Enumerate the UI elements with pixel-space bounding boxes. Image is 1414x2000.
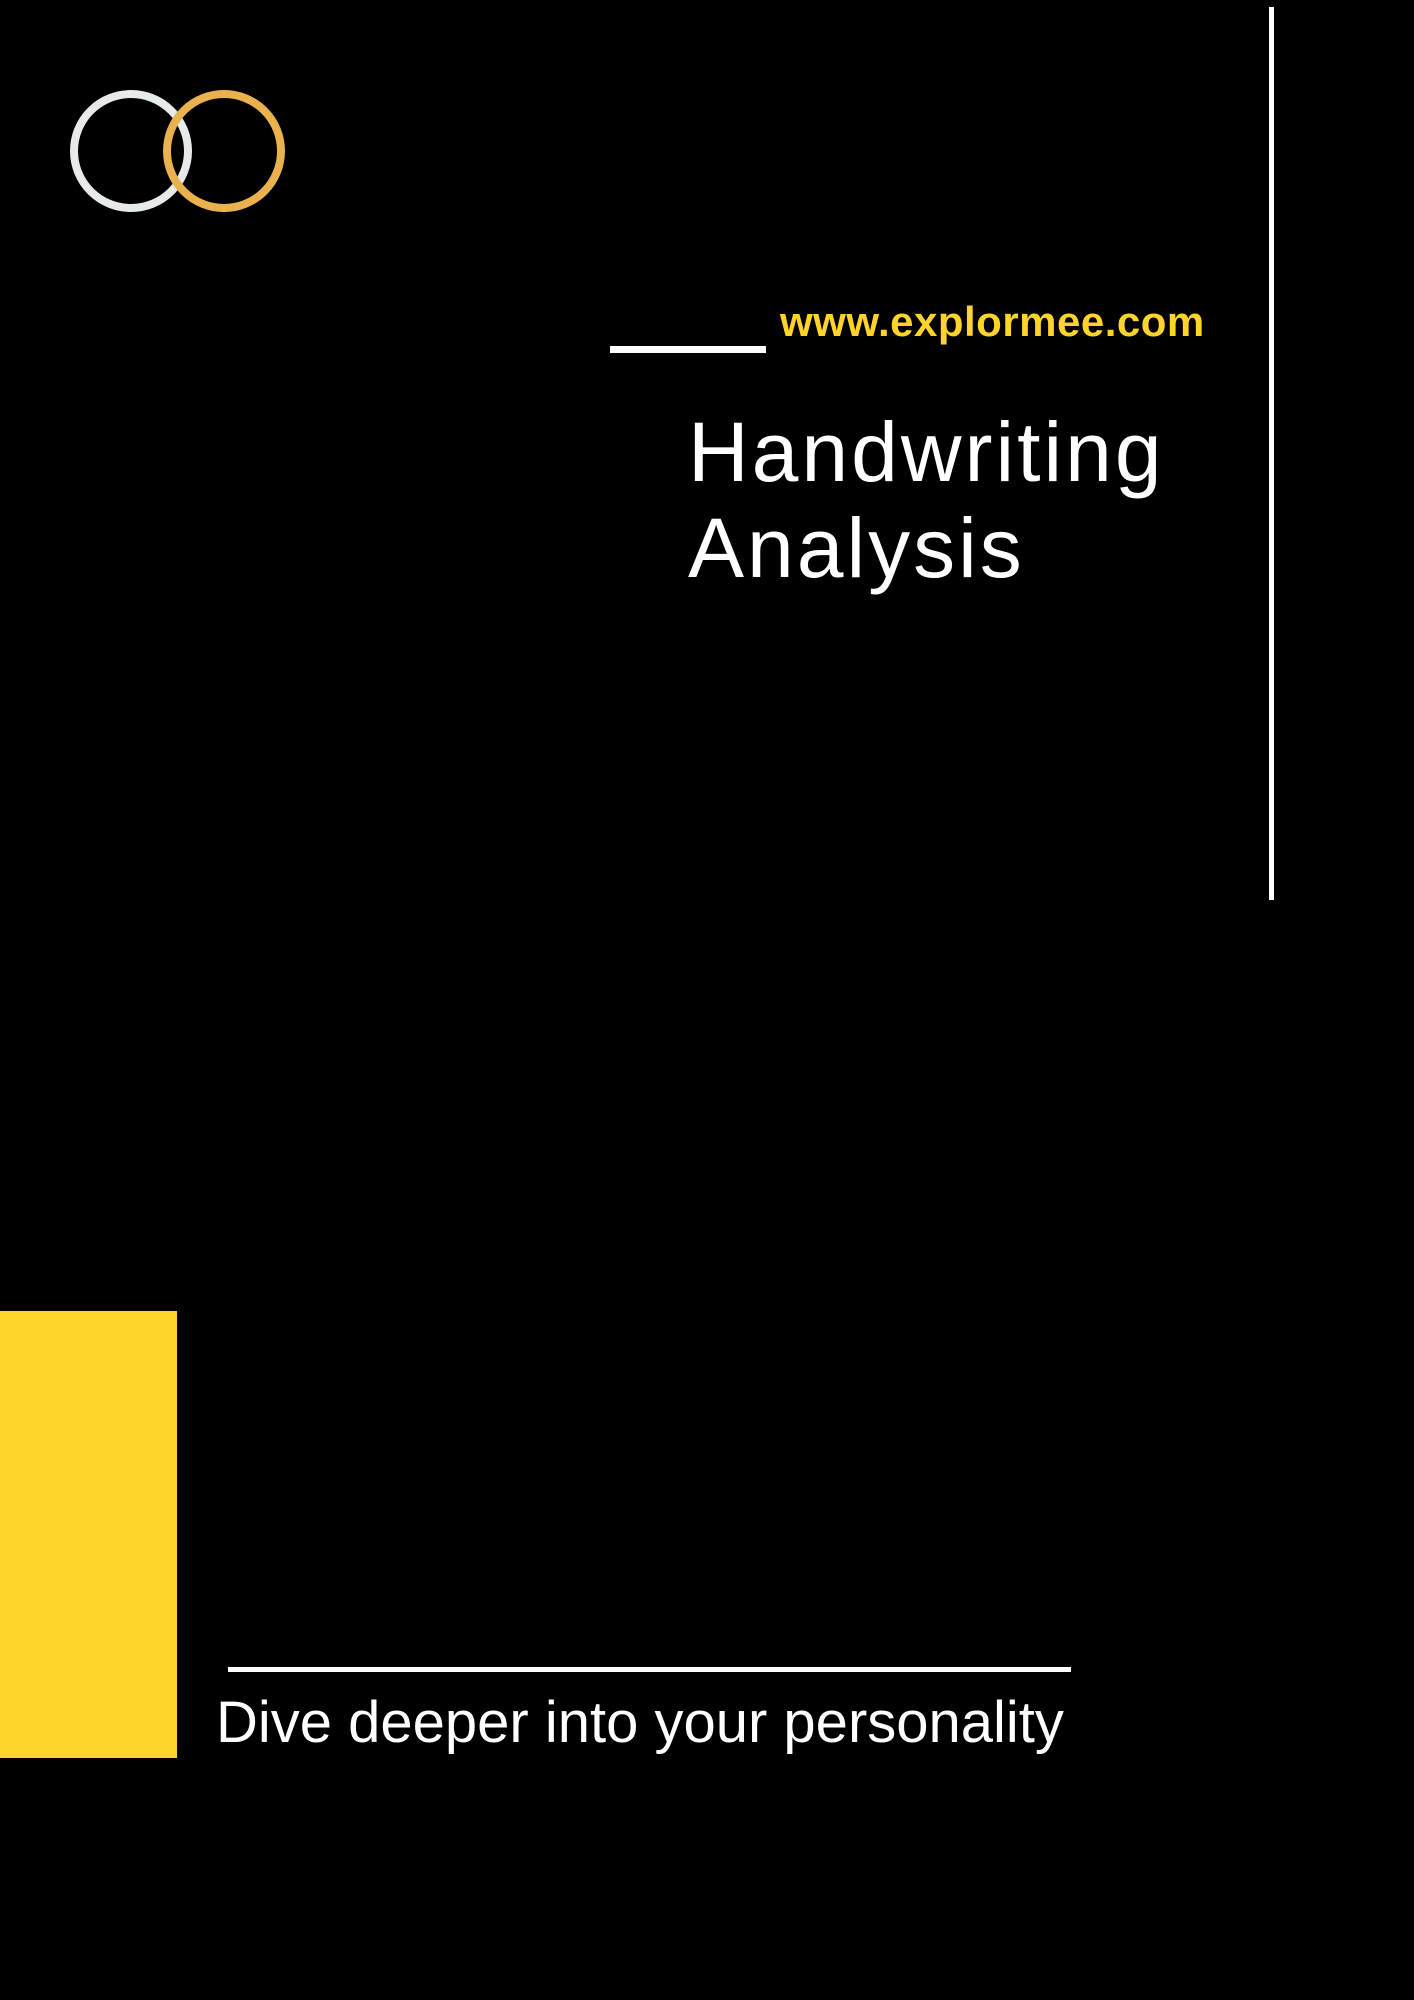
interlocking-rings-logo: [70, 88, 290, 214]
cover-title-line-1: Handwriting: [688, 405, 1165, 499]
website-url[interactable]: www.explormee.com: [780, 298, 1205, 345]
tagline-divider: [228, 1667, 1071, 1672]
accent-block: [0, 1311, 177, 1758]
website-accent-line: [610, 346, 766, 353]
cover-title: Handwriting Analysis: [688, 404, 1165, 596]
cover-title-line-2: Analysis: [688, 501, 1025, 595]
vertical-divider: [1269, 7, 1274, 900]
tagline: Dive deeper into your personality: [216, 1690, 1064, 1755]
